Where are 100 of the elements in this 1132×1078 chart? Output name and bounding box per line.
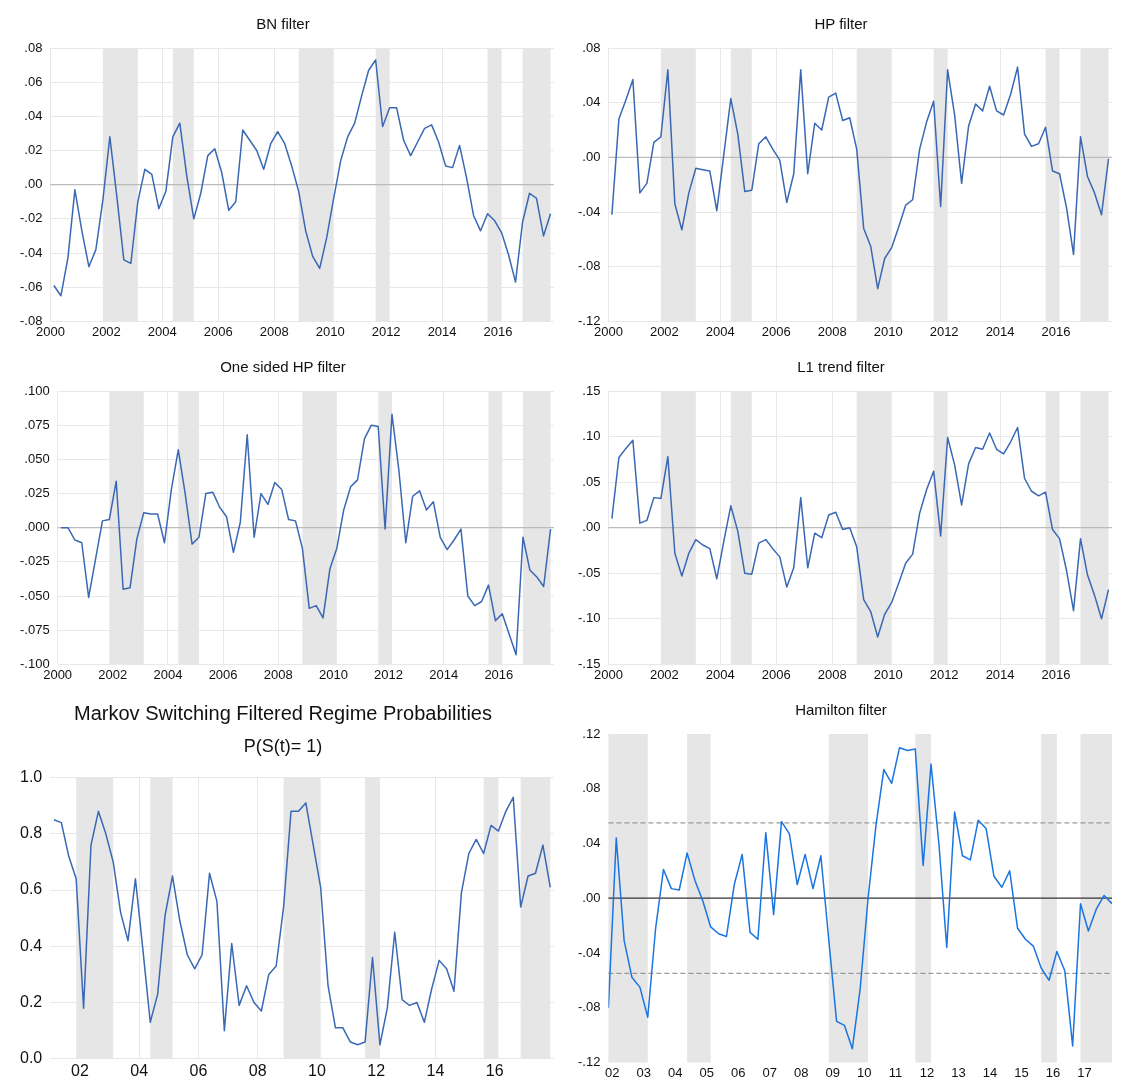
x-tick-label: 04 — [130, 1061, 149, 1078]
y-tick-label: -.04 — [19, 244, 43, 260]
x-tick-label: 13 — [951, 1064, 966, 1078]
y-tick-label: -.100 — [19, 655, 50, 671]
y-tick-label: .00 — [582, 148, 601, 164]
x-tick-label: 02 — [605, 1064, 620, 1078]
y-tick-label: .08 — [24, 39, 43, 55]
y-tick-label: .15 — [582, 382, 601, 398]
x-tick-label: 2012 — [374, 666, 403, 682]
y-tick-label: -.10 — [577, 610, 601, 626]
y-tick-label: -.06 — [19, 278, 43, 294]
y-tick-label: -.04 — [577, 203, 601, 219]
x-tick-label: 2012 — [929, 666, 959, 682]
x-tick-label: 2006 — [208, 666, 238, 682]
y-tick-label: -.075 — [19, 621, 50, 637]
x-tick-label: 2006 — [203, 323, 233, 339]
chart-title: Hamilton filter — [795, 701, 887, 719]
x-tick-label: 2016 — [483, 323, 513, 339]
x-tick-label: 14 — [982, 1064, 998, 1078]
x-tick-label: 2012 — [371, 323, 401, 339]
x-tick-label: 15 — [1014, 1064, 1029, 1078]
y-tick-label: .10 — [582, 428, 601, 444]
x-tick-label: 2010 — [315, 323, 345, 339]
y-tick-label: 0.2 — [19, 992, 43, 1010]
y-tick-label: -.04 — [577, 944, 601, 960]
y-tick-label: .04 — [24, 107, 43, 123]
x-tick-label: 05 — [699, 1064, 714, 1078]
x-tick-label: 2004 — [705, 666, 735, 682]
y-tick-label: -.025 — [19, 553, 50, 569]
x-tick-label: 2004 — [147, 323, 177, 339]
x-tick-label: 2004 — [153, 666, 183, 682]
x-tick-label: 06 — [189, 1061, 208, 1078]
y-tick-label: 1.0 — [19, 768, 43, 786]
x-tick-label: 2008 — [817, 323, 847, 339]
y-tick-label: .02 — [24, 142, 43, 158]
x-tick-label: 2014 — [429, 666, 459, 682]
y-tick-label: .050 — [24, 450, 50, 466]
x-tick-label: 16 — [1045, 1064, 1061, 1078]
chart-title: BN filter — [256, 15, 310, 33]
x-tick-label: 2008 — [259, 323, 289, 339]
y-tick-label: .04 — [582, 835, 601, 851]
x-tick-label: 16 — [485, 1061, 504, 1078]
chart-title: HP filter — [814, 15, 868, 33]
y-tick-label: .00 — [582, 519, 601, 535]
x-tick-label: 2014 — [985, 323, 1015, 339]
y-tick-label: 0.6 — [19, 880, 43, 898]
x-tick-label: 2002 — [91, 323, 121, 339]
y-tick-label: .12 — [582, 725, 601, 741]
y-tick-label: .00 — [582, 889, 601, 905]
x-tick-label: 2008 — [263, 666, 293, 682]
x-tick-label: 2010 — [873, 666, 903, 682]
y-tick-label: -.12 — [577, 1053, 601, 1069]
x-tick-label: 12 — [367, 1061, 386, 1078]
chart-title: Markov Switching Filtered Regime Probabilities — [74, 701, 492, 724]
y-tick-label: .000 — [24, 519, 50, 535]
y-tick-label: .04 — [582, 94, 601, 110]
y-tick-label: -.02 — [19, 210, 43, 226]
y-tick-label: .06 — [24, 73, 43, 89]
y-tick-label: -.15 — [577, 655, 601, 671]
x-tick-label: 07 — [762, 1064, 777, 1078]
x-tick-label: 2002 — [649, 666, 679, 682]
y-tick-label: .08 — [582, 39, 601, 55]
y-tick-label: .05 — [582, 473, 601, 489]
y-tick-label: .025 — [24, 485, 50, 501]
x-tick-label: 04 — [668, 1064, 683, 1078]
y-tick-label: -.08 — [577, 258, 601, 274]
x-tick-label: 06 — [731, 1064, 746, 1078]
x-tick-label: 2016 — [1041, 323, 1071, 339]
y-tick-label: .00 — [24, 176, 43, 192]
y-tick-label: 0.0 — [19, 1049, 43, 1067]
y-tick-label: -.05 — [577, 564, 601, 580]
x-tick-label: 10 — [308, 1061, 326, 1078]
y-tick-label: -.08 — [577, 999, 601, 1015]
x-tick-label: 2004 — [705, 323, 735, 339]
x-tick-label: 08 — [248, 1061, 267, 1078]
y-tick-label: -.08 — [19, 312, 43, 328]
chart-title: L1 trend filter — [797, 358, 885, 376]
x-tick-label: 14 — [426, 1061, 445, 1078]
x-tick-label: 12 — [919, 1064, 935, 1078]
x-tick-label: 2006 — [761, 666, 791, 682]
x-tick-label: 2014 — [985, 666, 1015, 682]
x-tick-label: 2008 — [817, 666, 847, 682]
chart-title: One sided HP filter — [220, 358, 346, 376]
y-tick-label: .100 — [24, 382, 50, 398]
x-tick-label: 2016 — [1041, 666, 1071, 682]
chart-subtitle: P(S(t)= 1) — [243, 735, 323, 756]
x-tick-label: 2002 — [649, 323, 679, 339]
x-tick-label: 11 — [888, 1064, 903, 1078]
x-tick-label: 2006 — [761, 323, 791, 339]
x-tick-label: 2002 — [98, 666, 128, 682]
y-tick-label: 0.4 — [19, 936, 43, 954]
x-tick-label: 2010 — [873, 323, 903, 339]
y-tick-label: .08 — [582, 780, 601, 796]
y-tick-label: -.050 — [19, 587, 50, 603]
y-tick-label: -.12 — [577, 312, 601, 328]
x-tick-label: 2014 — [427, 323, 457, 339]
x-tick-label: 2010 — [318, 666, 348, 682]
x-tick-label: 2016 — [484, 666, 514, 682]
y-tick-label: 0.8 — [19, 824, 43, 842]
x-tick-label: 10 — [856, 1064, 872, 1078]
